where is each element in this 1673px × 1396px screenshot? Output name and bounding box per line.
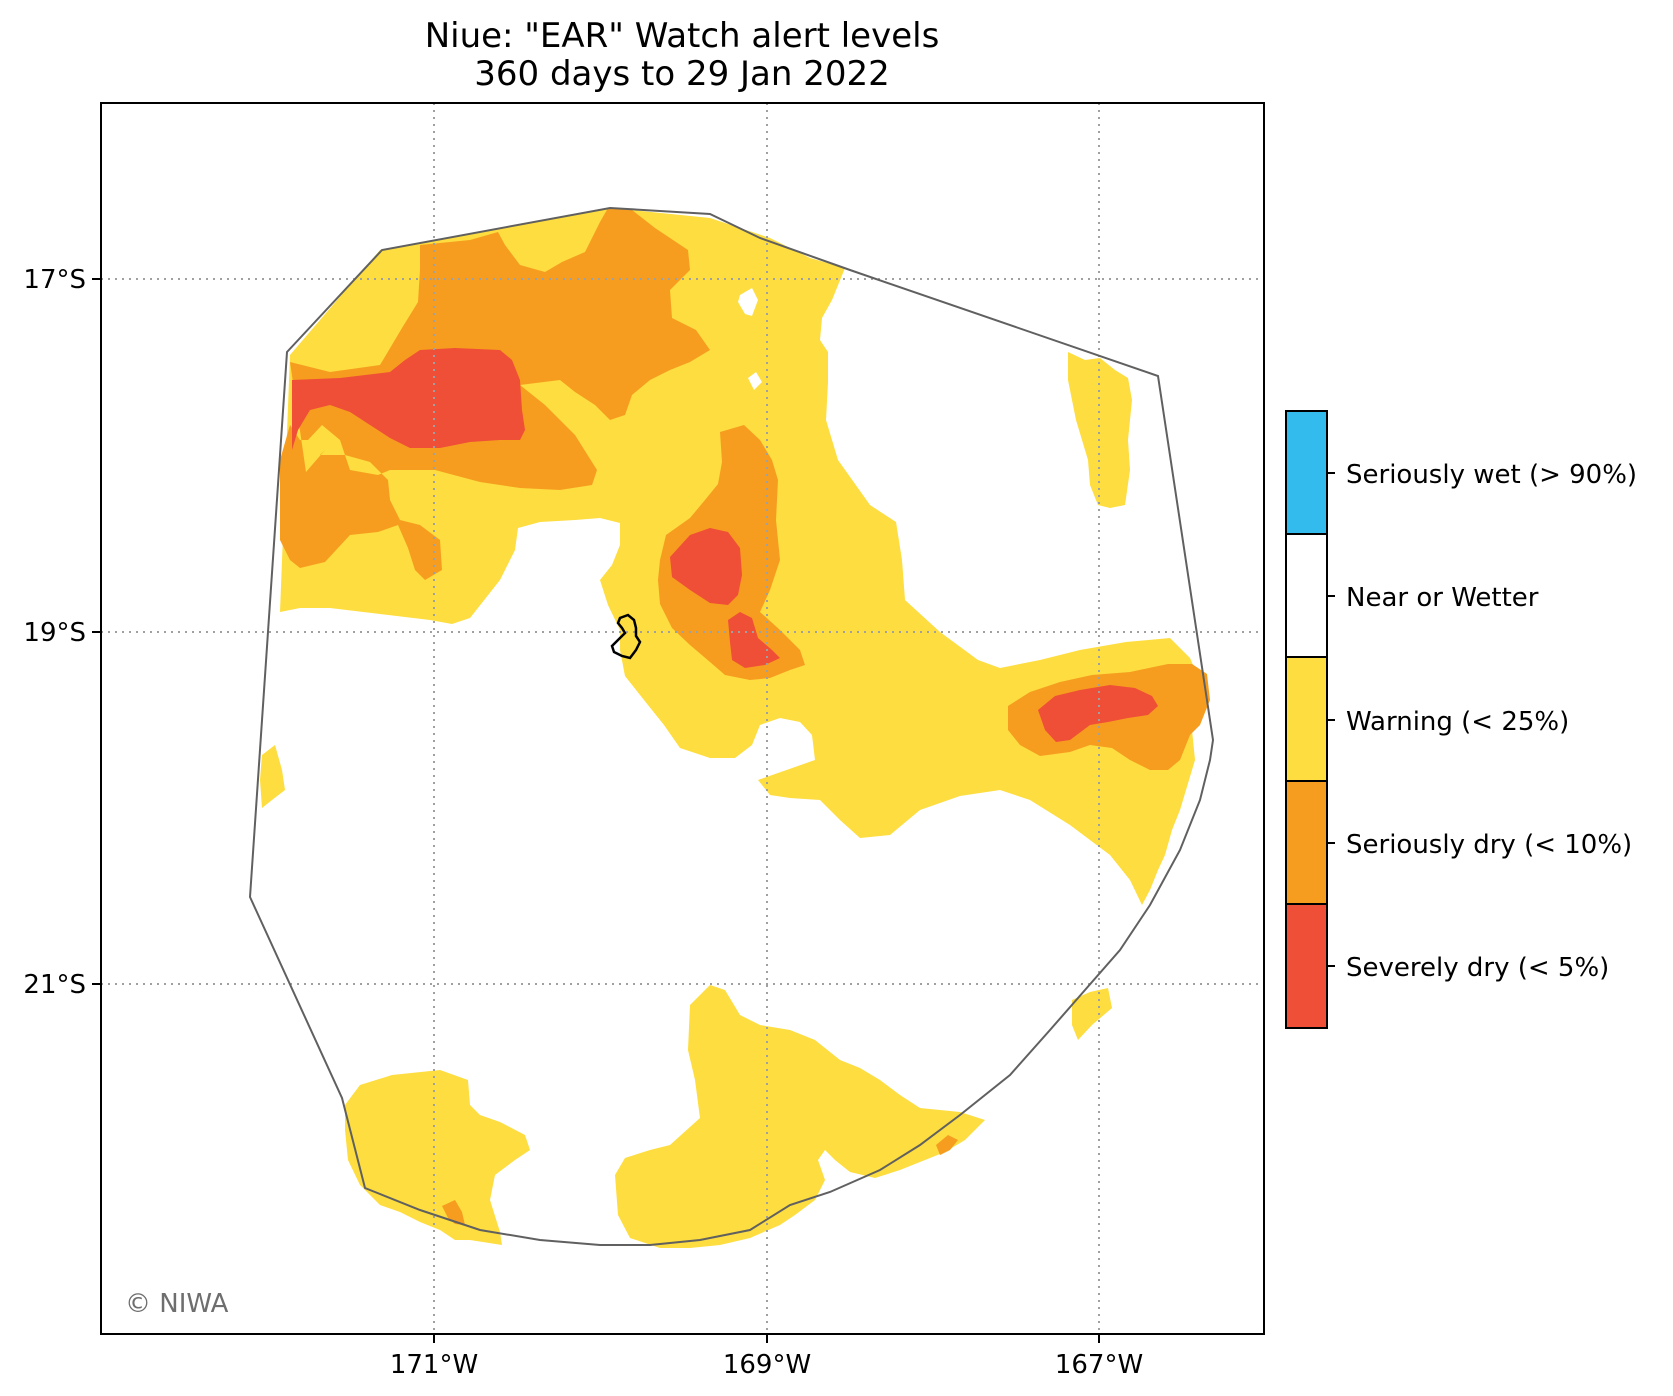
- near-or-wetter-patch-north-small: [748, 372, 762, 390]
- x-tick-label-169w: 169°W: [723, 1350, 811, 1380]
- x-tick-label-171w: 171°W: [390, 1350, 478, 1380]
- near-or-wetter-patches: [738, 288, 762, 390]
- y-tick-label-17s: 17°S: [23, 265, 86, 295]
- warning-zone-south: [615, 985, 985, 1248]
- warning-zone-southeast: [1072, 988, 1112, 1040]
- legend-label-severely-dry: Severely dry (< 5%): [1346, 953, 1609, 983]
- niue-island-outline: [610, 613, 642, 660]
- severely-dry-zone-north: [292, 348, 525, 450]
- legend-label-seriously-dry: Seriously dry (< 10%): [1346, 830, 1632, 860]
- warning-zone-west: [260, 745, 285, 808]
- legend-swatch-warning: [1286, 657, 1327, 781]
- map-area: © NIWA: [101, 103, 1264, 1334]
- severely-dry-zone-center-upper: [670, 528, 742, 605]
- seriously-dry-zone-southwest: [442, 1200, 465, 1225]
- legend-swatch-seriously-dry: [1286, 781, 1327, 904]
- y-tick-label-19s: 19°S: [23, 618, 86, 648]
- niwa-credit: © NIWA: [125, 1289, 229, 1319]
- legend-swatch-seriously-wet: [1286, 411, 1327, 534]
- x-tick-label-167w: 167°W: [1055, 1350, 1143, 1380]
- near-or-wetter-patch-north: [738, 288, 758, 316]
- map-title-line1: Niue: "EAR" Watch alert levels: [425, 16, 940, 56]
- seriously-dry-zone-southeast: [936, 1135, 958, 1155]
- y-tick-label-21s: 21°S: [23, 970, 86, 1000]
- legend-label-near-or-wetter: Near or Wetter: [1346, 583, 1539, 613]
- legend-swatch-near-or-wetter: [1286, 534, 1327, 657]
- eez-boundary: [248, 206, 1215, 1246]
- map-title-line2: 360 days to 29 Jan 2022: [474, 54, 890, 94]
- legend-label-seriously-wet: Seriously wet (> 90%): [1346, 460, 1637, 490]
- graticule: [101, 103, 1264, 1334]
- warning-zone-northeast: [1068, 352, 1132, 508]
- legend-label-warning: Warning (< 25%): [1346, 707, 1569, 737]
- y-axis: 17°S 19°S 21°S: [23, 265, 101, 1000]
- x-axis: 171°W 169°W 167°W: [390, 1334, 1143, 1380]
- legend-colorbar: Seriously wet (> 90%) Near or Wetter War…: [1285, 410, 1637, 1029]
- warning-zone-southwest: [345, 1070, 530, 1245]
- map-frame: [100, 102, 1265, 1335]
- legend-swatch-severely-dry: [1286, 904, 1327, 1028]
- severely-dry-zone-center-lower: [728, 612, 780, 668]
